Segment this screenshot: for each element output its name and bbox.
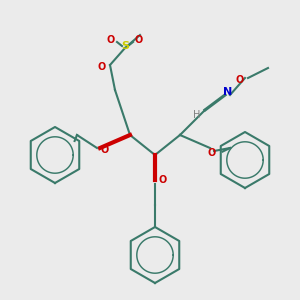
- Text: O: O: [107, 35, 115, 45]
- Text: O: O: [208, 148, 216, 158]
- Text: O: O: [98, 62, 106, 72]
- Text: S: S: [121, 41, 129, 51]
- Text: O: O: [236, 75, 244, 85]
- Text: O: O: [101, 145, 109, 155]
- Text: N: N: [224, 87, 232, 97]
- Text: O: O: [135, 35, 143, 45]
- Text: O: O: [159, 175, 167, 185]
- Text: H: H: [193, 110, 201, 120]
